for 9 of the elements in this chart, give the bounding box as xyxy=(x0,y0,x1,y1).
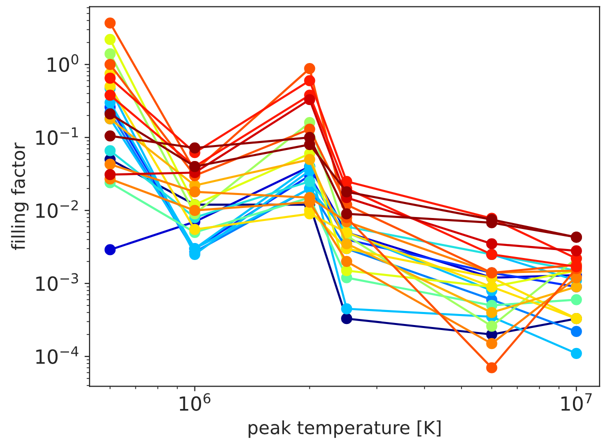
y-tick-label: 10$^{−3}$ xyxy=(36,273,78,291)
x-axis-title: peak temperature [K] xyxy=(248,420,440,438)
y-axis-title: filling factor xyxy=(11,142,29,250)
y-tick-label: 10$^{0}$ xyxy=(48,54,78,72)
y-tick-label: 10$^{−1}$ xyxy=(36,127,78,146)
y-tick-label: 10$^{−4}$ xyxy=(36,346,78,364)
x-tick-label: 10$^{6}$ xyxy=(180,393,210,411)
x-tick-label: 10$^{7}$ xyxy=(561,393,592,411)
y-tick-label: 10$^{−2}$ xyxy=(36,200,78,218)
